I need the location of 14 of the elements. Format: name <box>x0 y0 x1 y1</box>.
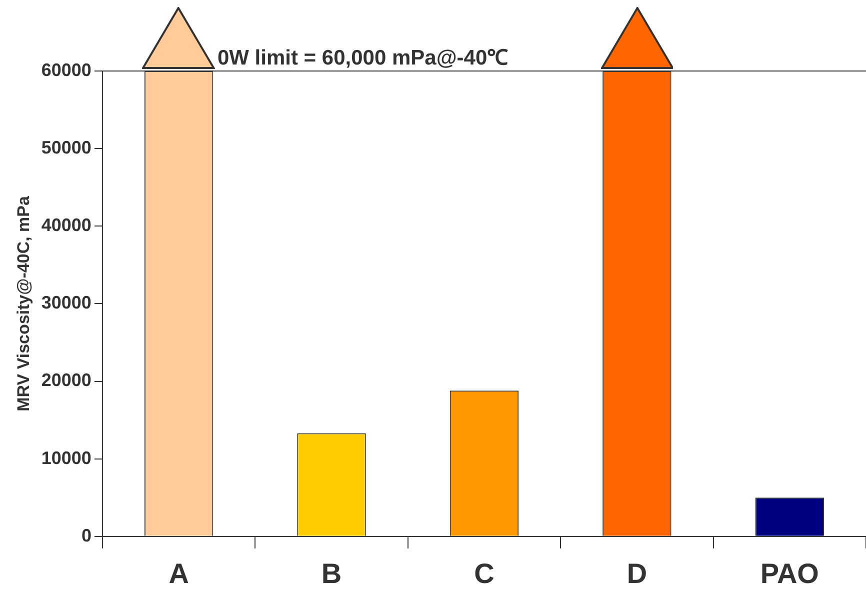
y-tick-label: 10000 <box>41 448 92 468</box>
y-axis-title: MRV Viscosity@-40C, mPa <box>14 196 33 412</box>
x-tick-label: A <box>168 558 189 589</box>
y-tick-label: 0 <box>81 525 92 546</box>
ref-line-label: 0W limit = 60,000 mPa@-40℃ <box>217 46 508 70</box>
y-tick-label: 20000 <box>41 370 92 390</box>
x-tick-label: C <box>474 558 494 589</box>
x-tick-label: B <box>321 558 342 589</box>
y-tick-label: 60000 <box>41 60 92 80</box>
y-tick-label: 40000 <box>41 215 92 236</box>
y-tick-label: 30000 <box>41 292 92 313</box>
y-tick-label: 50000 <box>41 138 92 158</box>
x-tick-label: PAO <box>760 558 819 589</box>
x-tick-label: D <box>626 558 648 589</box>
